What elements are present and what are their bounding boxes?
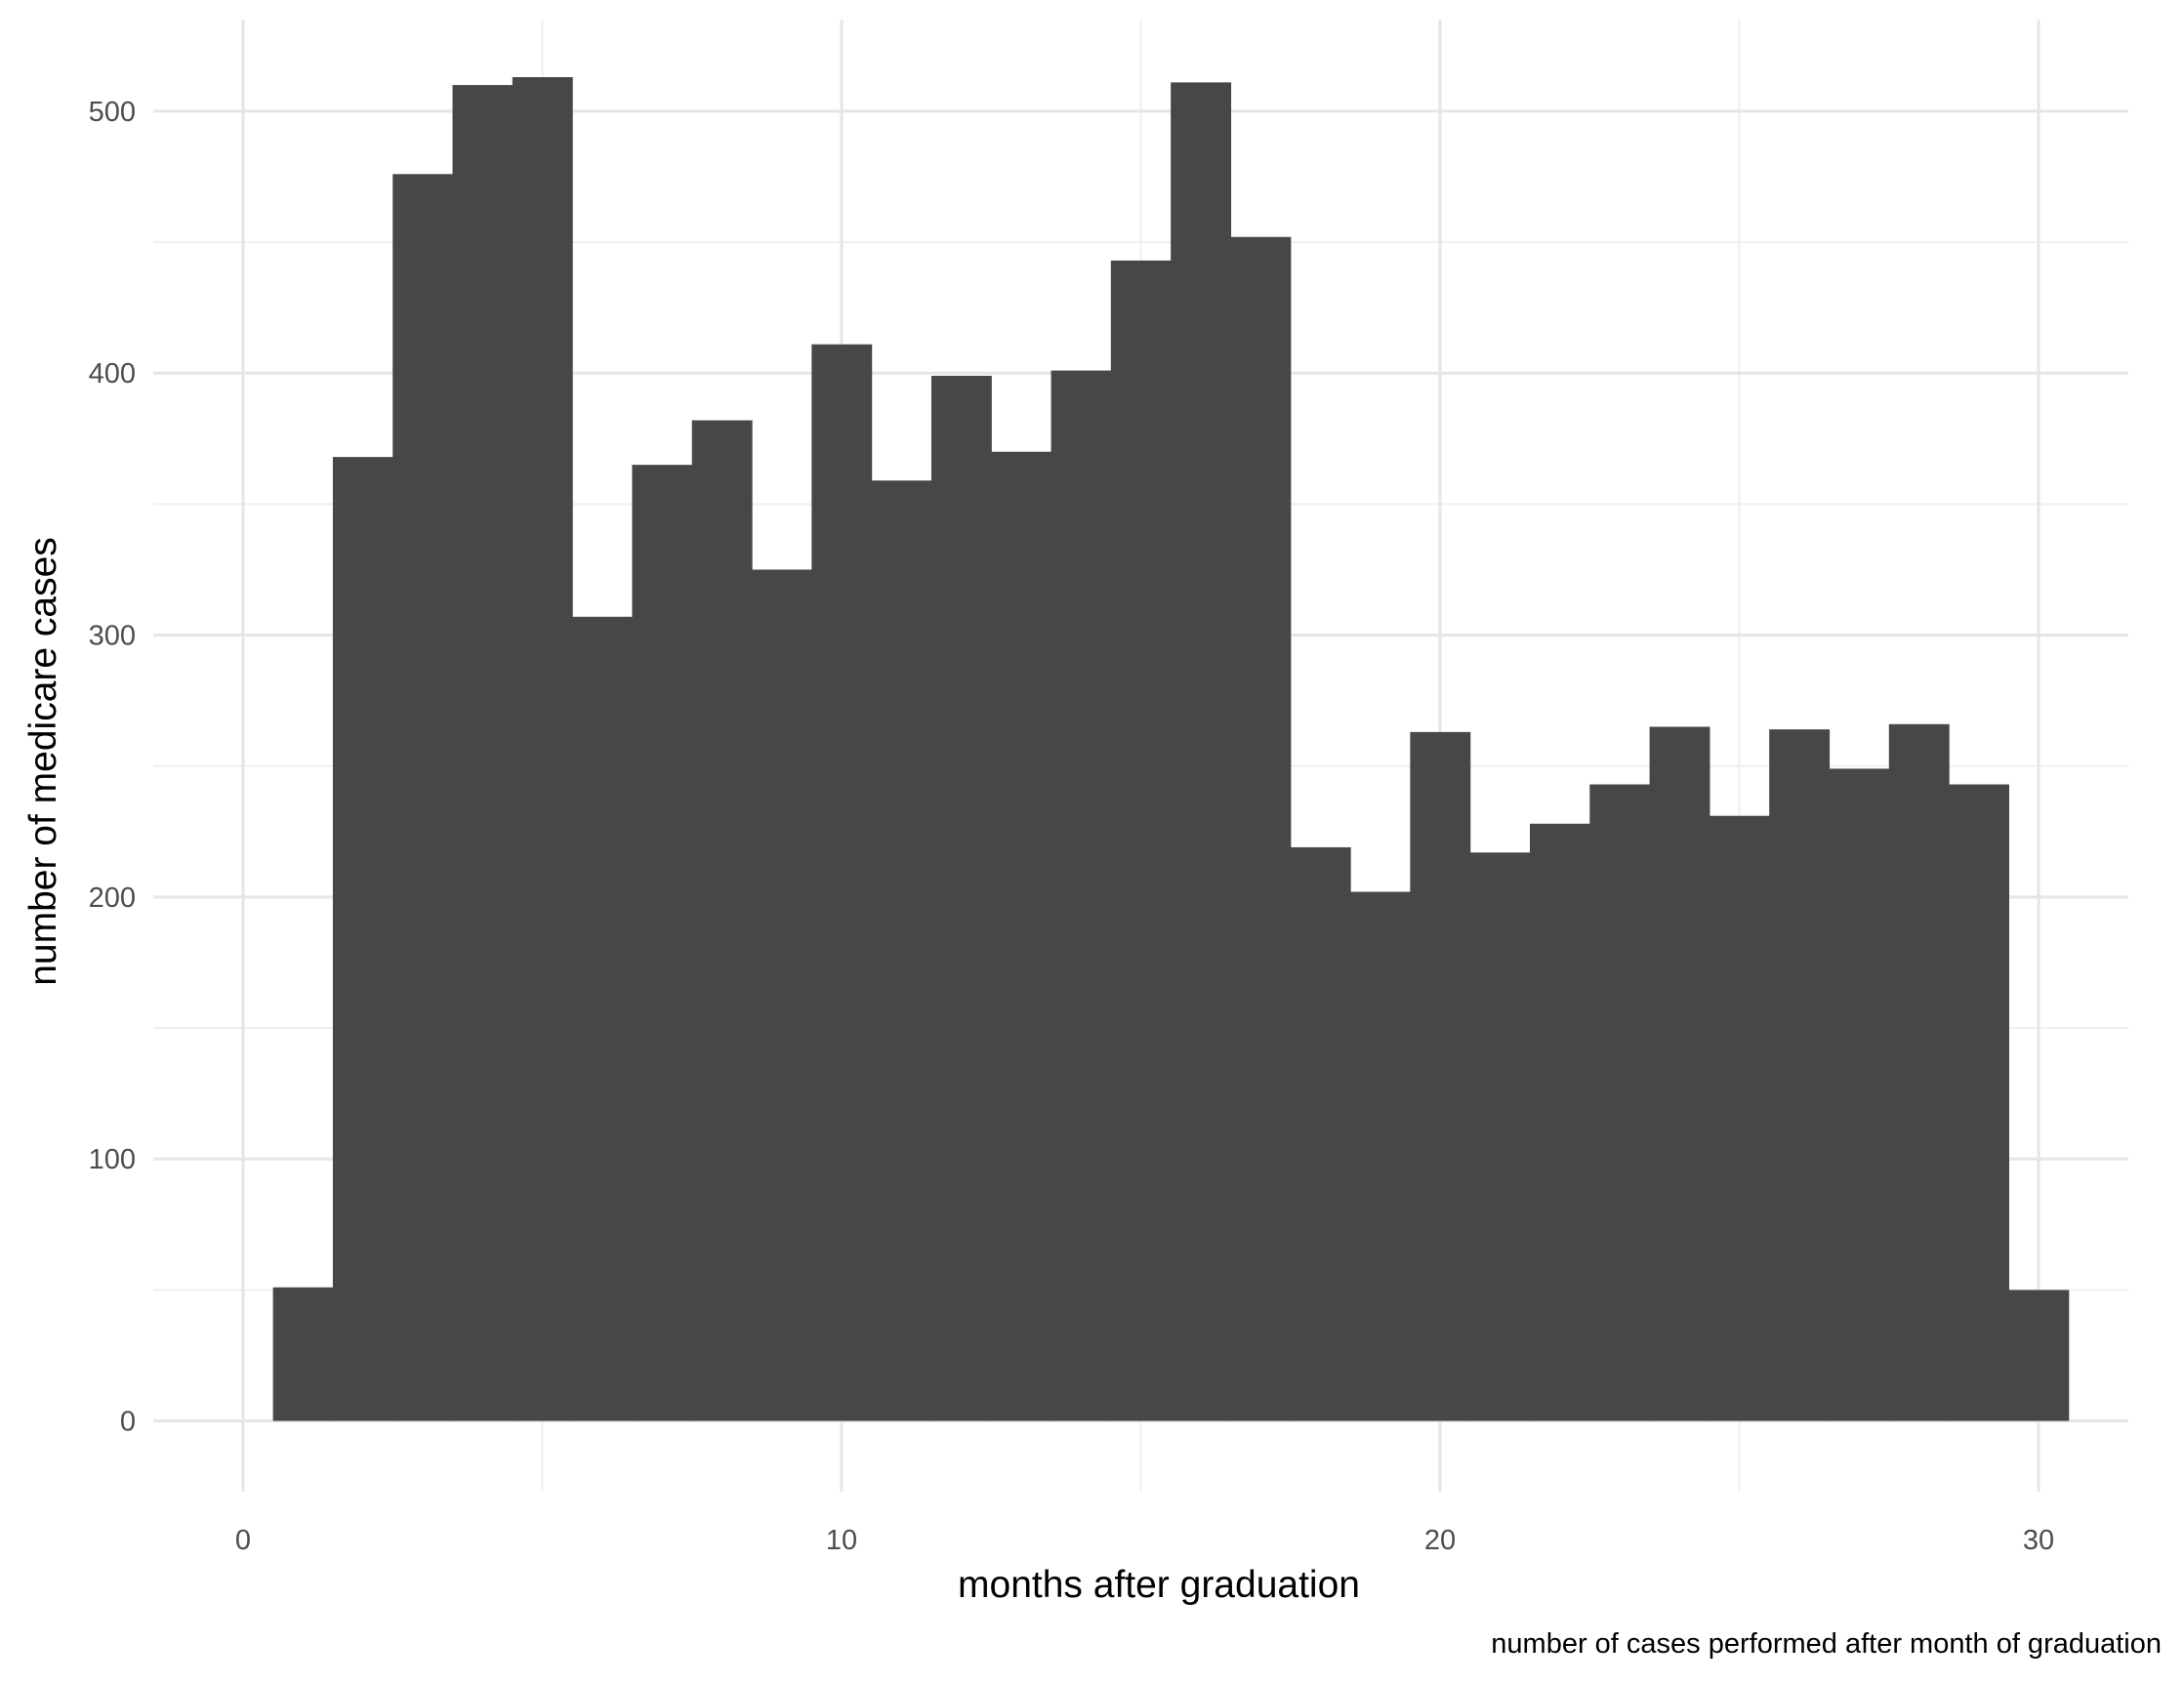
y-tick-label: 0 (120, 1407, 136, 1438)
histogram-bar (2008, 1290, 2070, 1421)
y-tick-label: 400 (89, 358, 136, 390)
y-axis-title: number of medicare cases (22, 537, 64, 986)
histogram-bars (272, 77, 2070, 1421)
y-axis-tick-labels: 0 100 200 300 400 500 (89, 97, 136, 1438)
histogram-bar (1709, 815, 1770, 1421)
histogram-bar (930, 375, 992, 1421)
x-axis-tick-labels: 0 10 20 30 (235, 1525, 2054, 1556)
histogram-bar (991, 451, 1052, 1421)
y-tick-label: 300 (89, 621, 136, 652)
histogram-bar (1888, 723, 1950, 1421)
x-axis-title: months after graduation (958, 1564, 1360, 1606)
histogram-bar (512, 77, 573, 1421)
histogram-bar (1769, 729, 1831, 1421)
histogram-bar (272, 1287, 334, 1421)
x-tick-label: 10 (826, 1525, 857, 1556)
histogram-bar (1171, 82, 1232, 1421)
chart-caption: number of cases performed after month of… (1491, 1628, 2162, 1660)
y-tick-label: 500 (89, 97, 136, 128)
y-tick-label: 200 (89, 883, 136, 914)
histogram-bar (1829, 768, 1890, 1421)
histogram-bar (1949, 784, 2009, 1421)
histogram-bar (1529, 823, 1590, 1421)
histogram-bar (1589, 784, 1651, 1421)
histogram-bar (452, 85, 514, 1421)
histogram-bar (632, 465, 693, 1421)
x-tick-label: 20 (1424, 1525, 1456, 1556)
histogram-bar (871, 480, 932, 1421)
histogram-bar (691, 420, 753, 1421)
histogram-bar (1410, 731, 1471, 1421)
x-tick-label: 0 (235, 1525, 251, 1556)
histogram-bar (572, 616, 634, 1421)
x-tick-label: 30 (2023, 1525, 2054, 1556)
histogram-bar (1350, 891, 1411, 1421)
histogram-bar (811, 344, 873, 1421)
y-tick-label: 100 (89, 1144, 136, 1175)
histogram-bar (1230, 236, 1292, 1421)
histogram-bar (392, 174, 454, 1421)
histogram-bar (1649, 726, 1710, 1421)
histogram-bar (752, 569, 812, 1421)
histogram-bar (1290, 846, 1351, 1421)
histogram-bar (1469, 852, 1531, 1421)
histogram-bar (1051, 370, 1112, 1421)
histogram-bar (1110, 260, 1172, 1421)
histogram-bar (332, 457, 393, 1421)
